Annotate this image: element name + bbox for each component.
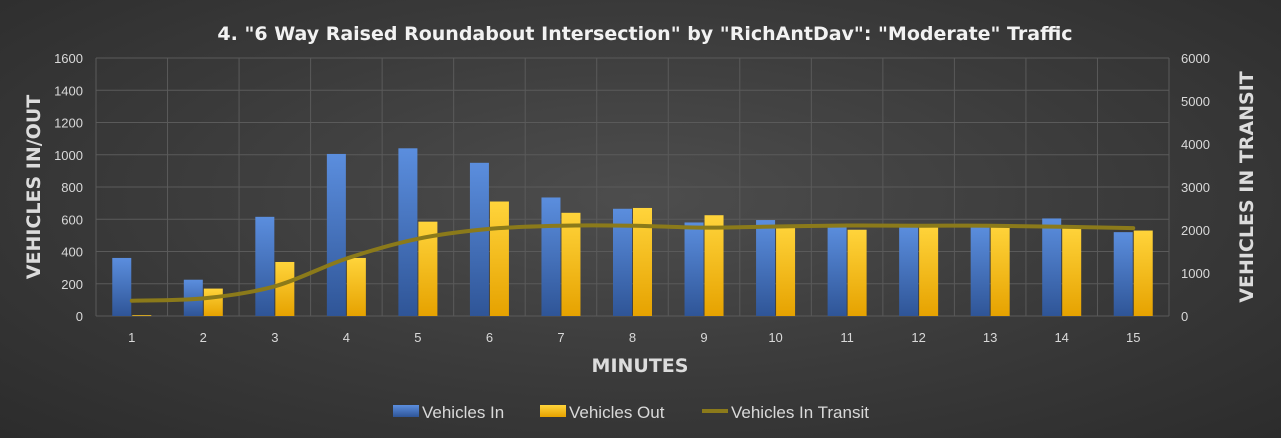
legend-label: Vehicles In — [422, 403, 504, 422]
bar-vehicles-out — [847, 229, 867, 316]
bar-vehicles-out — [275, 261, 295, 316]
x-tick-label: 12 — [911, 330, 925, 345]
x-tick-label: 13 — [983, 330, 997, 345]
bar-vehicles-out — [1133, 230, 1153, 316]
x-tick-label: 3 — [271, 330, 278, 345]
bar-vehicles-in — [899, 226, 919, 316]
y-tick-label: 1200 — [54, 116, 83, 131]
bar-vehicles-in — [1042, 218, 1062, 316]
y2-tick-label: 4000 — [1181, 137, 1210, 152]
bar-vehicles-out — [776, 224, 796, 316]
bar-vehicles-in — [326, 153, 346, 316]
bar-vehicles-in — [541, 197, 561, 316]
bar-vehicles-out — [1062, 226, 1082, 316]
y-tick-label: 200 — [61, 277, 83, 292]
bar-vehicles-in — [112, 257, 132, 316]
x-tick-label: 6 — [486, 330, 493, 345]
bar-vehicles-out — [203, 288, 223, 316]
line-vehicles-in-transit — [129, 223, 1136, 303]
legend-label: Vehicles Out — [569, 403, 665, 422]
bar-vehicles-in — [970, 226, 990, 316]
bar-vehicles-in — [613, 208, 632, 316]
y-tick-label: 400 — [61, 245, 83, 260]
y2-tick-label: 1000 — [1181, 266, 1210, 281]
x-tick-label: 1 — [128, 330, 135, 345]
bar-vehicles-in — [756, 220, 776, 316]
y-tick-label: 800 — [61, 180, 83, 195]
legend-vehicles-in-transit: Vehicles In Transit — [702, 403, 869, 422]
y2-tick-label: 5000 — [1181, 94, 1210, 109]
y2-axis-title: VEHICLES IN TRANSIT — [1236, 71, 1258, 303]
bar-vehicles-out — [919, 225, 939, 316]
transit-line-layer — [129, 223, 1136, 303]
bar-vehicles-out — [418, 221, 438, 316]
bar-vehicles-in — [255, 216, 275, 316]
x-tick-label: 14 — [1054, 330, 1068, 345]
bar-vehicles-out — [132, 315, 152, 316]
y2-tick-label: 2000 — [1181, 223, 1210, 238]
x-tick-label: 4 — [343, 330, 350, 345]
x-tick-label: 9 — [700, 330, 707, 345]
x-tick-label: 7 — [557, 330, 564, 345]
bar-vehicles-in — [469, 162, 489, 316]
x-tick-label: 15 — [1126, 330, 1140, 345]
bar-vehicles-out — [489, 201, 509, 316]
legend-label: Vehicles In Transit — [731, 403, 869, 422]
bar-vehicles-out — [704, 215, 724, 316]
bar-vehicles-out — [990, 225, 1010, 316]
legend-vehicles-out: Vehicles Out — [540, 403, 665, 422]
y-tick-label: 1600 — [54, 51, 83, 66]
x-tick-label: 2 — [200, 330, 207, 345]
bars — [112, 148, 1153, 316]
y-tick-label: 0 — [76, 309, 83, 324]
x-tick-label: 8 — [629, 330, 636, 345]
y-tick-label: 600 — [61, 212, 83, 227]
chart-title: 4. "6 Way Raised Roundabout Intersection… — [217, 23, 1072, 45]
legend-swatch — [393, 405, 419, 417]
y2-tick-label: 6000 — [1181, 51, 1210, 66]
legend-swatch — [540, 405, 566, 417]
x-tick-label: 5 — [414, 330, 421, 345]
bar-vehicles-out — [561, 212, 581, 316]
legend: Vehicles In Vehicles Out Vehicles In Trans… — [393, 403, 869, 422]
y-tick-label: 1400 — [54, 83, 83, 98]
x-axis-title: MINUTES — [592, 355, 689, 377]
grid — [95, 57, 1170, 317]
tick-labels: 0200400600800100012001400160001000200030… — [54, 51, 1210, 345]
y2-tick-label: 0 — [1181, 309, 1188, 324]
bar-vehicles-out — [346, 257, 366, 316]
bar-vehicles-out — [633, 207, 652, 316]
legend-vehicles-in: Vehicles In — [393, 403, 504, 422]
bar-vehicles-in — [1113, 232, 1133, 316]
y-axis-title: VEHICLES IN/OUT — [23, 95, 45, 279]
x-tick-label: 11 — [840, 330, 854, 345]
y2-tick-label: 3000 — [1181, 180, 1210, 195]
y-tick-label: 1000 — [54, 148, 83, 163]
bar-vehicles-in — [684, 222, 704, 316]
bar-vehicles-in — [398, 148, 418, 316]
bar-vehicles-in — [827, 225, 847, 316]
x-tick-label: 10 — [768, 330, 782, 345]
